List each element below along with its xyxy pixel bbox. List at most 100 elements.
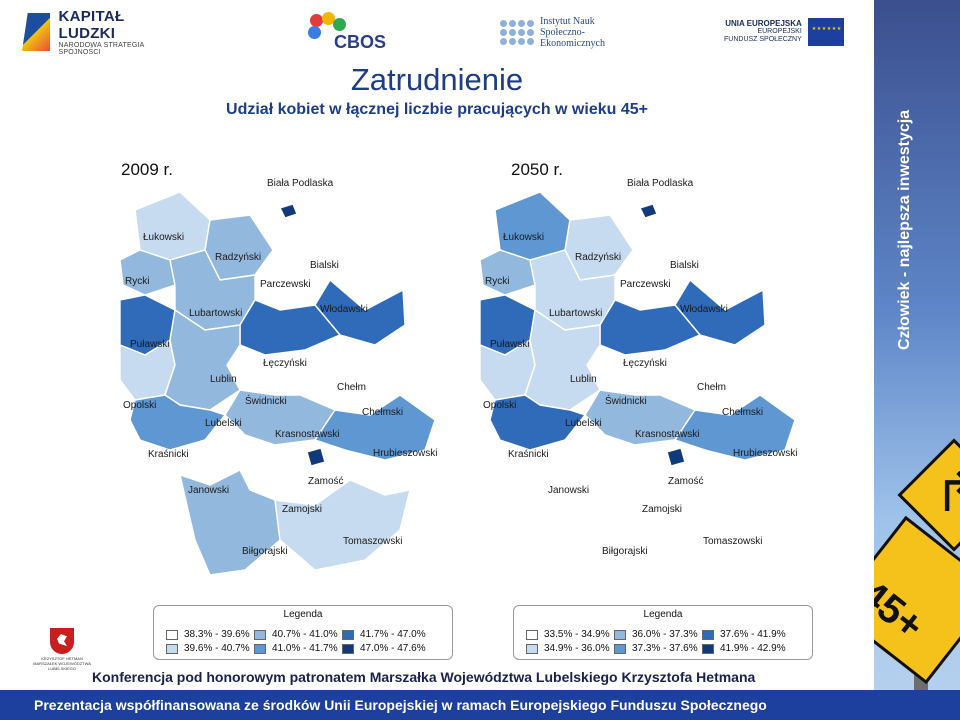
footer-banner: Prezentacja współfinansowana ze środków … xyxy=(0,690,960,720)
legend-swatch xyxy=(342,643,354,654)
cbos-logo: CBOS xyxy=(306,8,386,56)
cbos-dots-icon xyxy=(306,12,346,52)
label-zamosc: Zamość xyxy=(668,476,704,487)
region-tomaszowski xyxy=(274,479,411,571)
eu-logo: UNIA EUROPEJSKA EUROPEJSKI FUNDUSZ SPOŁE… xyxy=(724,8,849,56)
label-hrubieszowski: Hrubieszowski xyxy=(373,448,437,459)
legend-swatch xyxy=(526,629,538,640)
side-slogan: Człowiek - najlepsza inwestycja xyxy=(896,109,913,350)
label-opolski: Opolski xyxy=(483,400,516,411)
legend-label: 37.3% - 37.6% xyxy=(632,643,698,654)
ins-logo: Instytut Nauk Społeczno- Ekonomicznych xyxy=(500,8,650,56)
label-parczewski: Parczewski xyxy=(260,279,311,290)
label-chelmski: Chełmski xyxy=(362,407,403,418)
legend-swatch xyxy=(166,643,178,654)
side-panel: Człowiek - najlepsza inwestycja 45+ xyxy=(874,0,960,690)
label-lublin: Lublin xyxy=(210,374,237,385)
label-rycki: Rycki xyxy=(485,276,509,287)
label-rycki: Rycki xyxy=(125,276,149,287)
label-krasnicki: Kraśnicki xyxy=(148,449,189,460)
page-subtitle: Udział kobiet w łącznej liczbie pracując… xyxy=(226,101,648,118)
label-chelm: Chełm xyxy=(337,382,366,393)
region-biala-podlaska-city xyxy=(639,203,658,219)
legend-item: 37.3% - 37.6% xyxy=(614,643,702,654)
label-leczynski: Łęczyński xyxy=(623,358,667,369)
conference-note: Konferencja pod honorowym patronatem Mar… xyxy=(92,669,756,685)
label-pulawski: Puławski xyxy=(130,339,169,350)
label-parczewski: Parczewski xyxy=(620,279,671,290)
legend-label: 37.6% - 41.9% xyxy=(720,629,786,640)
legend-label: 41.9% - 42.9% xyxy=(720,643,786,654)
legend-label: 39.6% - 40.7% xyxy=(184,643,250,654)
region-lukowski xyxy=(134,191,211,261)
legend-title: Legenda xyxy=(643,609,683,620)
label-wlodawski: Włodawski xyxy=(320,304,368,315)
region-biala-podlaska-city xyxy=(279,203,298,219)
kapital-name: KAPITAŁ LUDZKI xyxy=(58,8,125,42)
label-tomaszowski: Tomaszowski xyxy=(703,536,762,547)
label-wlodawski: Włodawski xyxy=(680,304,728,315)
legend-swatch xyxy=(254,643,266,654)
legend-label: 34.9% - 36.0% xyxy=(544,643,610,654)
ue-line1: UNIA EUROPEJSKA xyxy=(725,19,802,28)
legend-item: 41.9% - 42.9% xyxy=(702,643,790,654)
legend-label: 40.7% - 41.0% xyxy=(272,629,338,640)
ins-line2: Społeczno- xyxy=(540,26,585,38)
kapital-sub: NARODOWA STRATEGIA SPÓJNOŚCI xyxy=(58,42,145,56)
legend-swatch xyxy=(342,629,354,640)
legend-swatch xyxy=(702,629,714,640)
label-biala-podlaska: Biała Podlaska xyxy=(627,178,694,189)
label-lukowski: Łukowski xyxy=(143,232,184,243)
sign-text: 45+ xyxy=(874,571,932,649)
star-icon xyxy=(22,13,51,51)
legend-title: Legenda xyxy=(283,609,323,620)
label-zamojski: Zamojski xyxy=(282,504,322,515)
ue-line2: EUROPEJSKI xyxy=(757,28,802,35)
legend-item: 33.5% - 34.9% xyxy=(526,629,614,640)
label-swidnicki: Świdnicki xyxy=(245,394,287,407)
label-bilgorajski: Biłgorajski xyxy=(242,546,288,557)
legend-2050: Legenda 33.5% - 34.9% 36.0% - 37.3% 37.6% … xyxy=(513,605,813,660)
lubelskie-crest: KRZYSZTOF HETMAN MARSZAŁEK WOJEWÓDZTWA L… xyxy=(32,628,92,676)
legend-label: 36.0% - 37.3% xyxy=(632,629,698,640)
label-lubelski: Lubelski xyxy=(565,418,602,429)
legend-label: 47.0% - 47.6% xyxy=(360,643,426,654)
legend-label: 41.0% - 41.7% xyxy=(272,643,338,654)
label-lubartowski: Lubartowski xyxy=(189,308,242,319)
banner-text: Prezentacja współfinansowana ze środków … xyxy=(34,697,767,713)
legend-swatch xyxy=(614,629,626,640)
label-lubartowski: Lubartowski xyxy=(549,308,602,319)
ue-line3: FUNDUSZ SPOŁECZNY xyxy=(724,36,802,43)
region-zamosc xyxy=(666,447,686,467)
label-tomaszowski: Tomaszowski xyxy=(343,536,402,547)
cbos-name: CBOS xyxy=(334,32,387,52)
label-swidnicki: Świdnicki xyxy=(605,394,647,407)
page-title: Zatrudnienie xyxy=(350,62,524,97)
logo-strip: KAPITAŁ LUDZKI NARODOWA STRATEGIA SPÓJNO… xyxy=(0,0,874,64)
legend-item: 41.7% - 47.0% xyxy=(342,629,430,640)
label-zamojski: Zamojski xyxy=(642,504,682,515)
legend-swatch xyxy=(526,643,538,654)
map-2009: Biała Podlaska Bialski Łukowski Radzyńsk… xyxy=(115,150,455,590)
map-2050: Biała Podlaska Bialski Łukowski Radzyńsk… xyxy=(475,150,815,590)
label-opolski: Opolski xyxy=(123,400,156,411)
legend-item: 34.9% - 36.0% xyxy=(526,643,614,654)
label-krasnicki: Kraśnicki xyxy=(508,449,549,460)
label-leczynski: Łęczyński xyxy=(263,358,307,369)
label-krasnostawski: Krasnostawski xyxy=(635,429,699,440)
crest-caption: KRZYSZTOF HETMAN MARSZAŁEK WOJEWÓDZTWA L… xyxy=(33,656,91,671)
legend-swatch xyxy=(254,629,266,640)
legend-item: 40.7% - 41.0% xyxy=(254,629,342,640)
ins-dots-icon xyxy=(500,19,534,45)
legend-item: 47.0% - 47.6% xyxy=(342,643,430,654)
region-lubelski xyxy=(164,309,241,411)
ins-line1: Instytut Nauk xyxy=(540,15,595,27)
label-janowski: Janowski xyxy=(188,485,229,496)
legend-item: 37.6% - 41.9% xyxy=(702,629,790,640)
label-bialski: Bialski xyxy=(670,260,699,271)
region-lubelski xyxy=(524,309,601,411)
legend-item: 38.3% - 39.6% xyxy=(166,629,254,640)
label-bialski: Bialski xyxy=(310,260,339,271)
label-lublin: Lublin xyxy=(570,374,597,385)
label-chelm: Chełm xyxy=(697,382,726,393)
